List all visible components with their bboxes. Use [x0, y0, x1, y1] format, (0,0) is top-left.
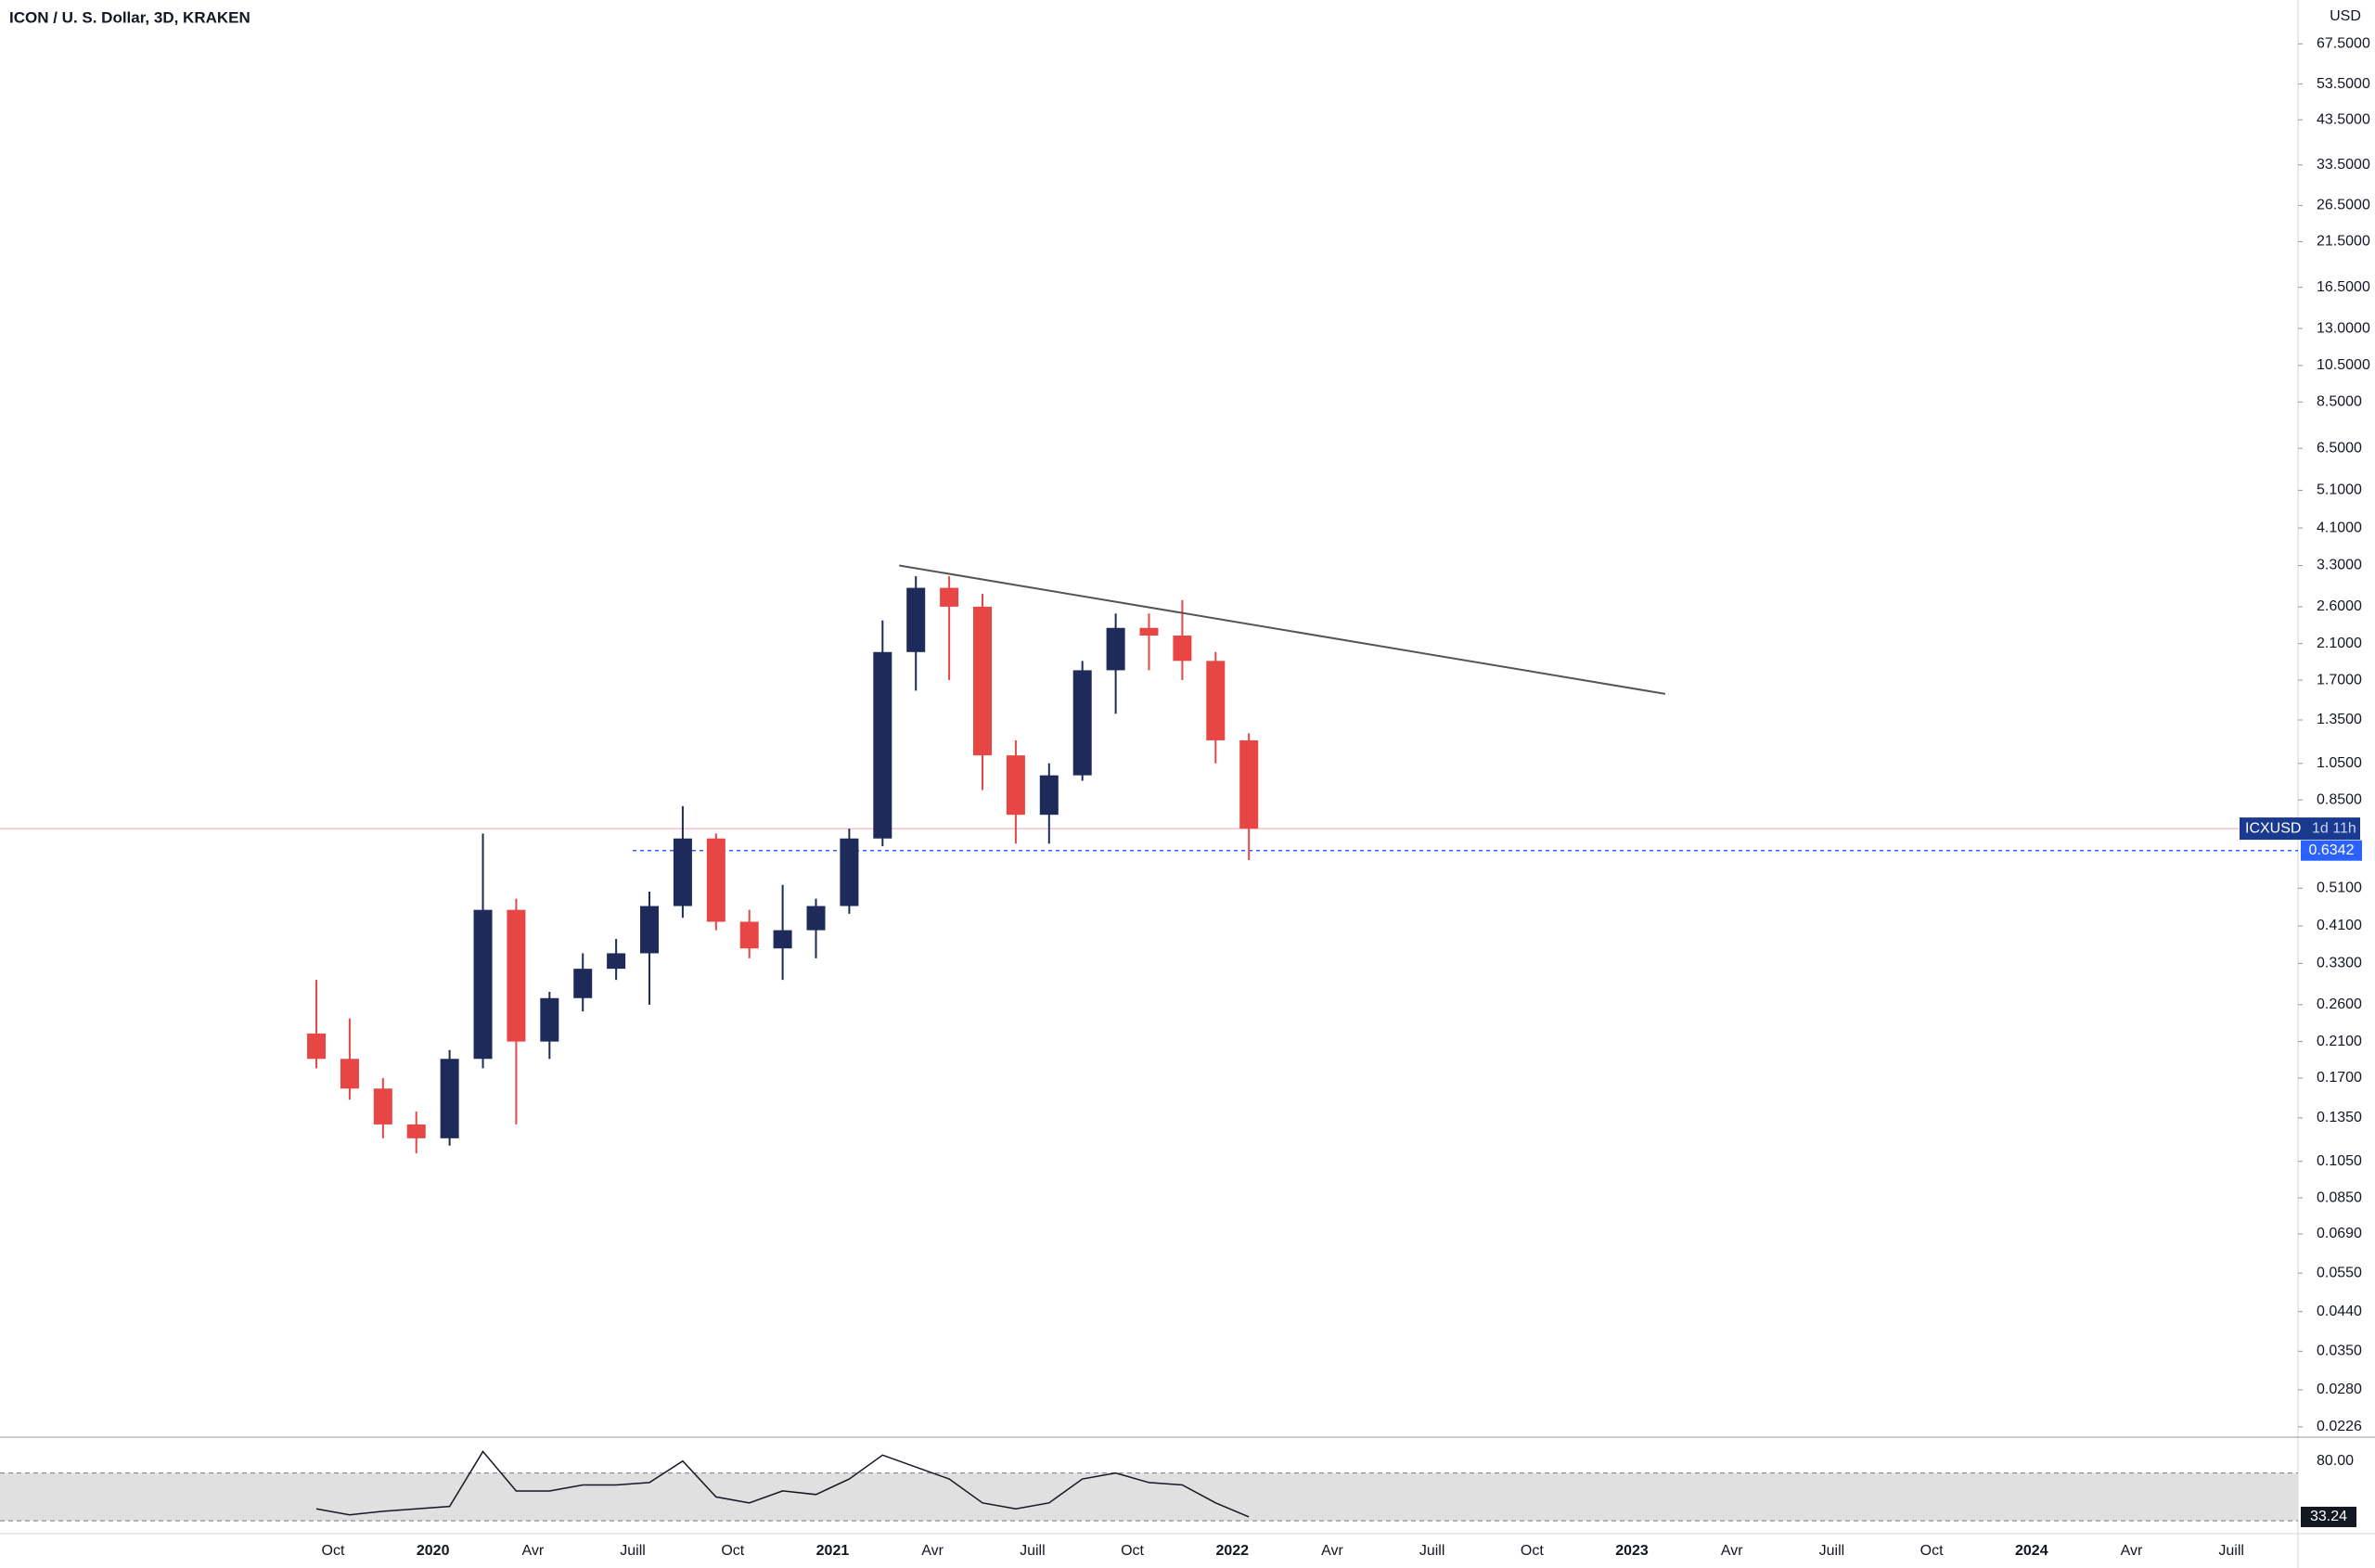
y-tick-label: 26.5000: [2317, 198, 2370, 213]
y-tick-label: 0.0226: [2317, 1419, 2362, 1434]
candle-body: [940, 587, 959, 607]
currency-label: USD: [2330, 8, 2361, 24]
candle-body: [973, 606, 993, 756]
candle-body: [739, 921, 759, 949]
trendline: [899, 564, 1666, 695]
x-tick-label: Juill: [620, 1543, 646, 1559]
candle-body: [573, 969, 593, 998]
x-tick-label: Avr: [1721, 1543, 1743, 1559]
x-tick-label: 2024: [2015, 1543, 2048, 1559]
y-tick-label: 10.5000: [2317, 357, 2370, 373]
x-tick-label: Juill: [1020, 1543, 1046, 1559]
x-tick-label: Juill: [1819, 1543, 1845, 1559]
candle-body: [440, 1059, 459, 1138]
candle-body: [1039, 775, 1059, 816]
y-tick-label: 0.5100: [2317, 880, 2362, 896]
candle-body: [1072, 670, 1092, 776]
y-tick-label: 5.1000: [2317, 482, 2362, 498]
y-tick-label: 0.0280: [2317, 1382, 2362, 1397]
candle-body: [607, 953, 626, 970]
x-tick-label: Juill: [1419, 1543, 1445, 1559]
candle-body: [1239, 739, 1259, 829]
price-label-box: [2301, 840, 2362, 861]
y-tick-label: 0.0440: [2317, 1304, 2362, 1319]
x-tick-label: Juill: [2218, 1543, 2244, 1559]
y-tick-label: 43.5000: [2317, 111, 2370, 127]
y-tick-label: 67.5000: [2317, 35, 2370, 51]
y-tick-label: 0.1350: [2317, 1110, 2362, 1125]
candle-body: [1106, 627, 1125, 671]
rsi-tick-label: 80.00: [2317, 1453, 2354, 1469]
candle-body: [640, 906, 660, 954]
candle-body: [540, 997, 559, 1042]
y-tick-label: 6.5000: [2317, 440, 2362, 456]
y-tick-label: 0.4100: [2317, 918, 2362, 933]
y-tick-label: 1.7000: [2317, 672, 2362, 688]
candle-body: [873, 651, 892, 839]
rsi-value-label: 33.24: [2310, 1509, 2347, 1524]
y-tick-label: 0.8500: [2317, 791, 2362, 807]
y-tick-label: 0.0850: [2317, 1189, 2362, 1205]
x-tick-label: Avr: [2121, 1543, 2143, 1559]
y-tick-label: 4.1000: [2317, 520, 2362, 535]
x-tick-label: Avr: [921, 1543, 944, 1559]
candle-body: [906, 587, 926, 652]
candle-body: [406, 1124, 426, 1138]
x-tick-label: Avr: [522, 1543, 545, 1559]
y-tick-label: 1.0500: [2317, 755, 2362, 771]
rsi-value-box: [2301, 1506, 2356, 1527]
y-tick-label: 0.0690: [2317, 1226, 2362, 1241]
x-tick-label: Oct: [721, 1543, 744, 1559]
price-label: 0.6342: [2309, 842, 2355, 858]
y-tick-label: 0.0550: [2317, 1265, 2362, 1280]
y-tick-label: 2.6000: [2317, 598, 2362, 614]
candle-body: [373, 1088, 392, 1125]
candle-body: [773, 930, 792, 949]
x-tick-label: Oct: [322, 1543, 345, 1559]
y-tick-label: 0.1050: [2317, 1153, 2362, 1169]
x-tick-label: 2020: [417, 1543, 450, 1559]
x-tick-label: 2021: [816, 1543, 850, 1559]
candle-body: [840, 838, 859, 906]
candle-body: [806, 906, 826, 931]
y-tick-label: 2.1000: [2317, 636, 2362, 651]
countdown-label: 1d 11h: [2312, 820, 2356, 836]
rsi-line: [315, 1450, 1250, 1518]
x-tick-label: Oct: [1521, 1543, 1544, 1559]
x-tick-label: 2023: [1615, 1543, 1649, 1559]
candle-body: [673, 838, 692, 906]
y-tick-label: 13.0000: [2317, 320, 2370, 336]
y-tick-label: 53.5000: [2317, 76, 2370, 92]
x-tick-label: 2022: [1215, 1543, 1249, 1559]
candle-body: [507, 909, 526, 1042]
y-tick-label: 1.3500: [2317, 712, 2362, 727]
y-tick-label: 3.3000: [2317, 558, 2362, 573]
candle-body: [706, 838, 725, 922]
x-tick-label: Oct: [1121, 1543, 1144, 1559]
x-tick-label: Avr: [1321, 1543, 1343, 1559]
symbol-label: ICXUSD: [2245, 820, 2301, 836]
candle-body: [340, 1059, 359, 1089]
rsi-band: [0, 1472, 2298, 1522]
chart-title: ICON / U. S. Dollar, 3D, KRAKEN: [9, 8, 250, 26]
y-tick-label: 16.5000: [2317, 279, 2370, 295]
y-tick-label: 0.2600: [2317, 996, 2362, 1012]
symbol-label-box: [2240, 817, 2360, 841]
candle-body: [307, 1033, 327, 1060]
y-tick-label: 0.0350: [2317, 1343, 2362, 1359]
x-tick-label: Oct: [1920, 1543, 1944, 1559]
candle-body: [1006, 755, 1025, 816]
y-tick-label: 0.3300: [2317, 956, 2362, 971]
candle-body: [473, 909, 493, 1060]
y-tick-label: 0.1700: [2317, 1070, 2362, 1086]
candle-body: [1139, 627, 1159, 636]
y-tick-label: 0.2100: [2317, 1034, 2362, 1049]
candle-body: [1206, 661, 1226, 740]
candle-body: [1173, 636, 1192, 662]
y-tick-label: 33.5000: [2317, 157, 2370, 173]
y-tick-label: 21.5000: [2317, 234, 2370, 250]
y-tick-label: 8.5000: [2317, 393, 2362, 409]
